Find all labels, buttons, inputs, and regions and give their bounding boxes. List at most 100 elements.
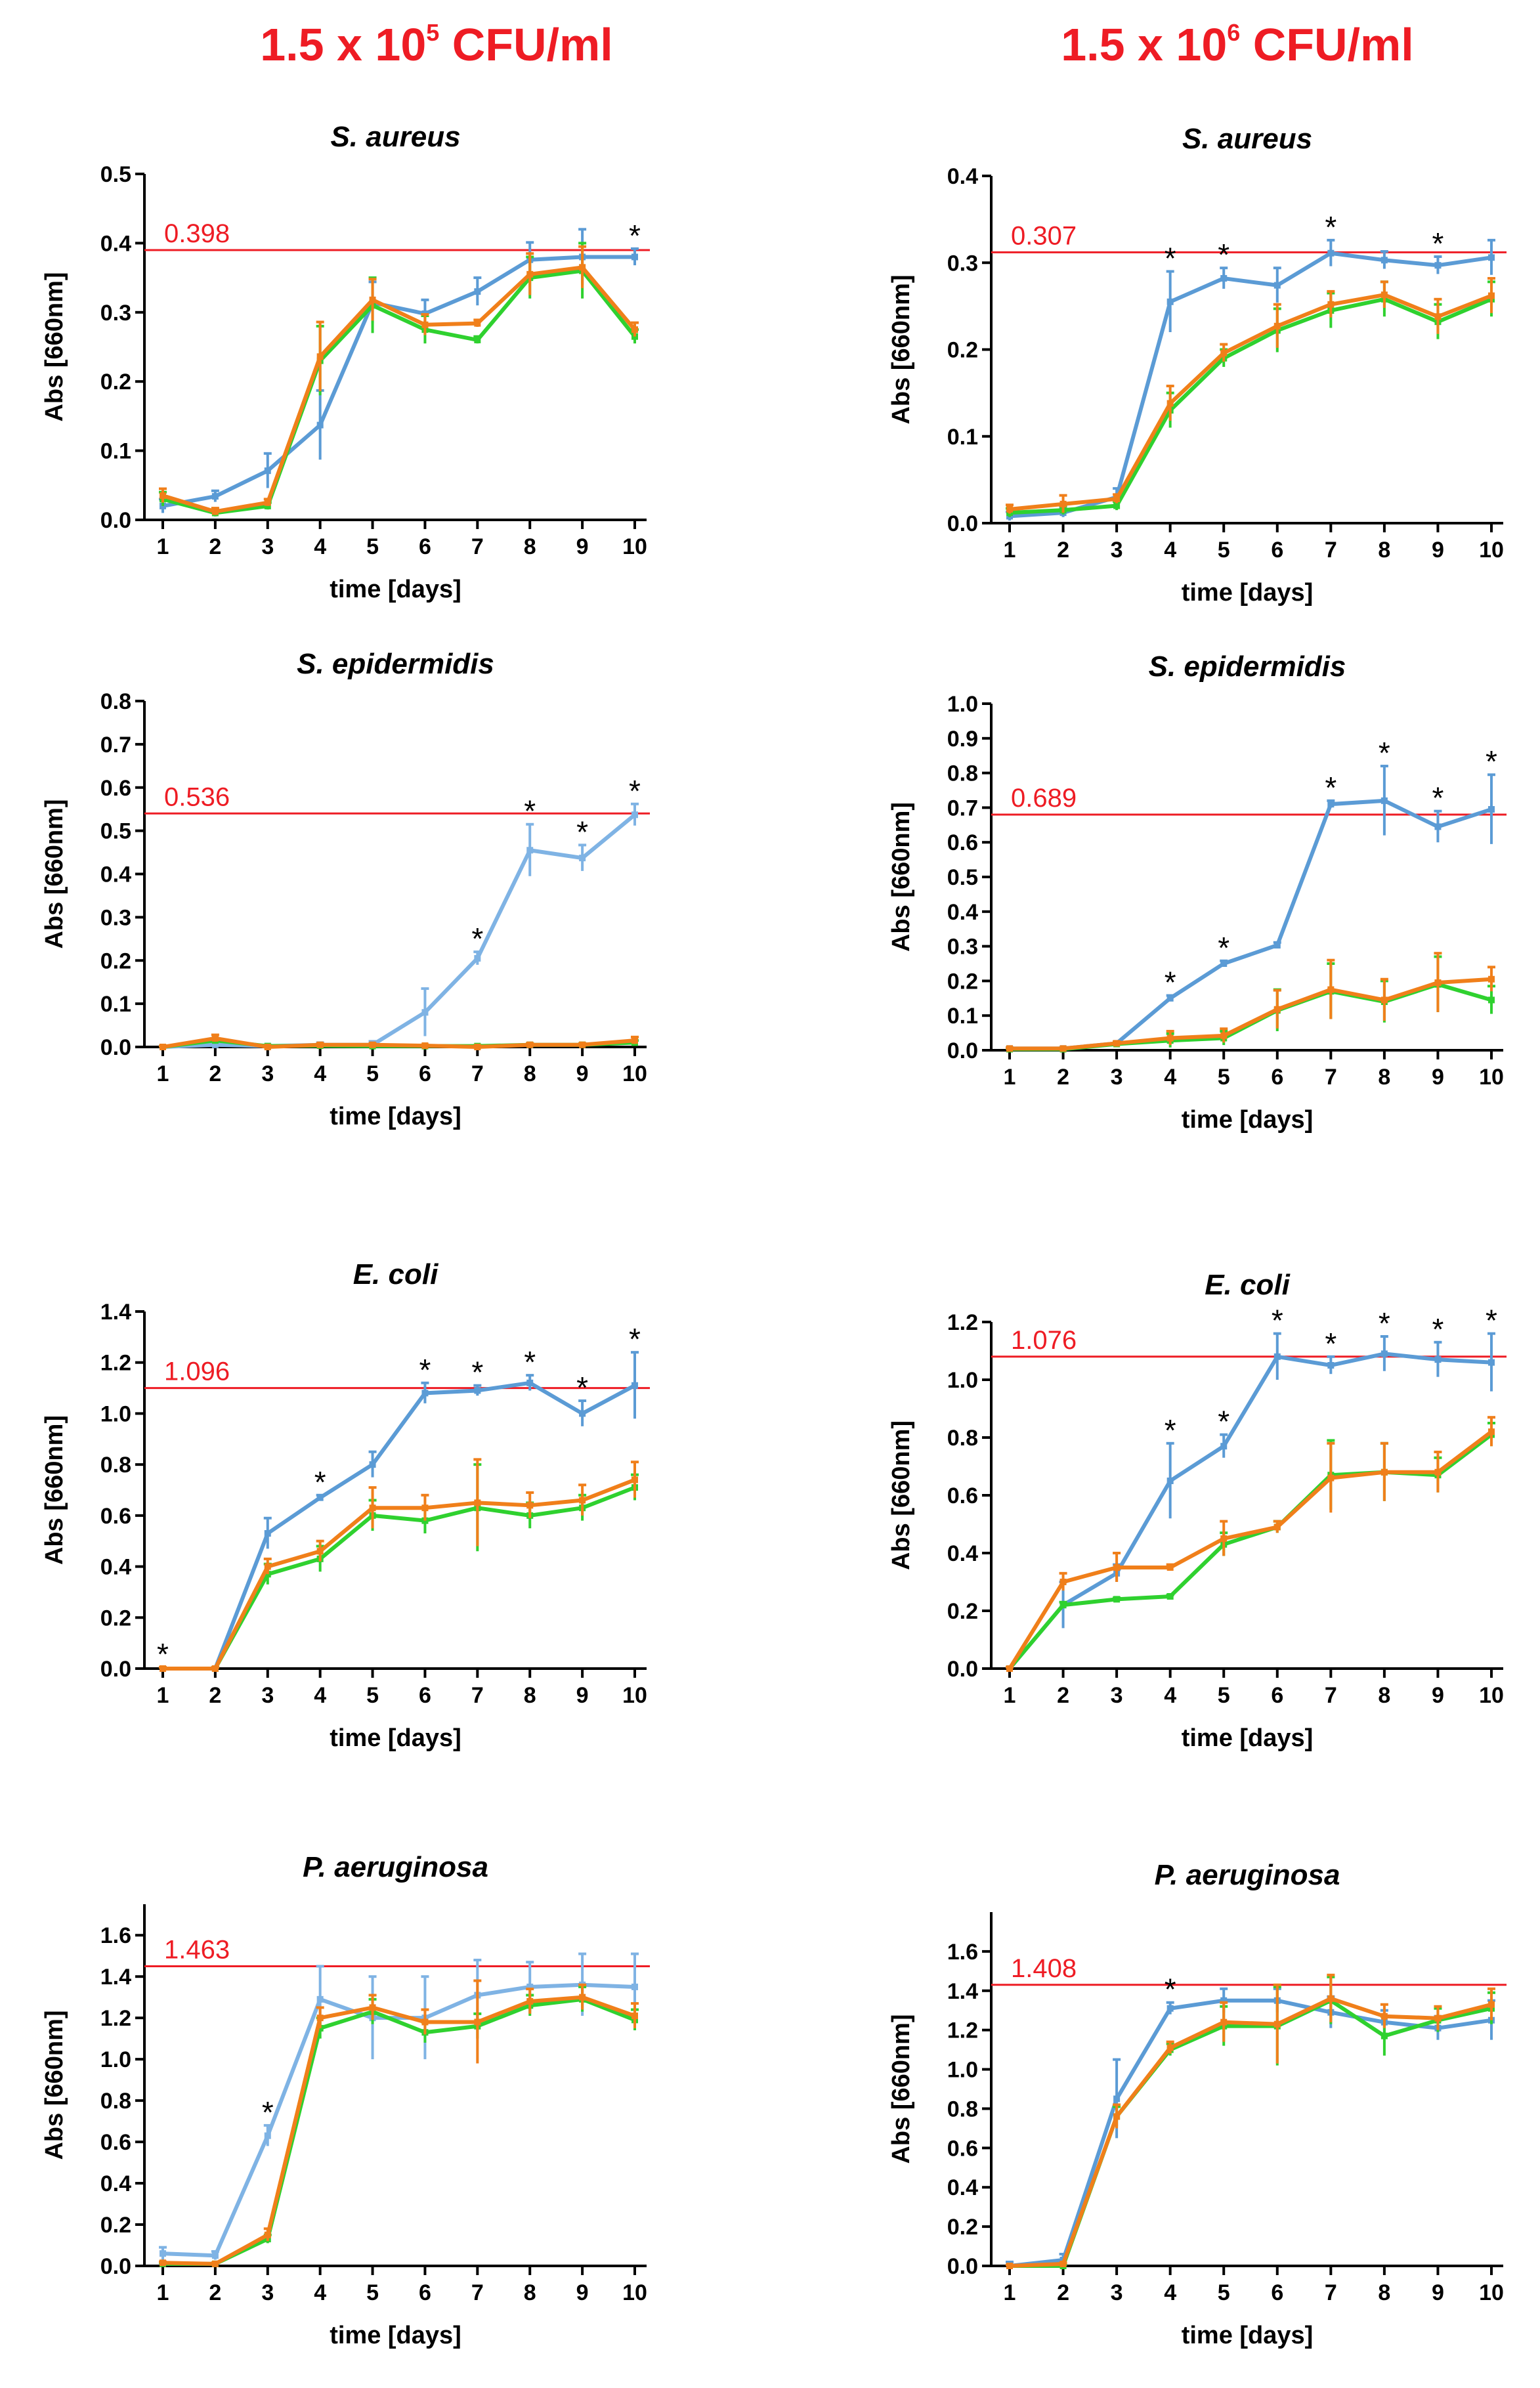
y-tick-label: 1.0 (100, 1401, 131, 1426)
x-tick-label: 1 (157, 2280, 169, 2305)
y-tick-label: 0.3 (947, 935, 978, 960)
x-tick-label: 3 (261, 1683, 274, 1708)
data-point (474, 336, 481, 343)
data-point (474, 1499, 481, 1506)
data-point (160, 1044, 166, 1050)
x-tick-label: 10 (1479, 1683, 1504, 1708)
x-axis-label: time [days] (1182, 2322, 1314, 2349)
significance-star: * (1432, 781, 1444, 815)
y-tick-label: 0.9 (947, 727, 978, 752)
y-tick-label: 0.0 (947, 1657, 978, 1682)
chart-title: S. epidermidis (297, 648, 494, 680)
data-point (1220, 2018, 1228, 2026)
y-tick-label: 1.2 (100, 2006, 131, 2031)
x-tick-label: 5 (366, 2280, 379, 2305)
y-tick-label: 0.5 (947, 865, 978, 890)
series-line (1008, 1433, 1493, 1670)
series-line (1009, 1998, 1492, 2268)
significance-star: * (1272, 1304, 1283, 1338)
data-point (579, 1041, 586, 1048)
data-point (474, 954, 481, 962)
data-point (264, 1563, 271, 1570)
x-tick-label: 1 (1004, 1683, 1016, 1708)
data-point (1273, 2020, 1281, 2028)
data-point (1166, 2044, 1174, 2051)
data-point (316, 1995, 324, 2003)
y-tick-label: 1.4 (100, 1965, 131, 1990)
data-point (1166, 1593, 1174, 1600)
data-point (474, 320, 481, 327)
data-point (631, 326, 638, 333)
data-point (316, 421, 324, 429)
data-point (1380, 2032, 1388, 2039)
x-tick-label: 2 (1057, 1683, 1069, 1708)
y-axis-label: Abs [660nm] (888, 2014, 915, 2164)
data-point (1059, 500, 1067, 507)
data-point (1059, 1045, 1067, 1052)
column-title-right: 1.5 x 106 CFU/ml (988, 18, 1487, 71)
data-point (1488, 975, 1495, 983)
x-tick-label: 3 (261, 1061, 274, 1086)
data-point (1434, 1356, 1442, 1363)
x-tick-label: 4 (1164, 538, 1176, 563)
series-green (1006, 280, 1495, 517)
x-axis-label: time [days] (330, 1103, 461, 1130)
data-point (1273, 282, 1281, 289)
y-tick-label: 0.2 (100, 2213, 131, 2238)
series-green (1006, 1422, 1495, 1672)
data-point (1220, 275, 1228, 282)
series-line (1010, 977, 1492, 1051)
significance-star: * (576, 1371, 588, 1405)
data-point (211, 1034, 219, 1042)
x-tick-label: 1 (157, 534, 169, 559)
chart-title: E. coli (1205, 1269, 1290, 1301)
data-point (1113, 502, 1121, 509)
data-point (160, 2250, 166, 2257)
x-tick-label: 5 (366, 534, 379, 559)
x-tick-label: 4 (314, 534, 326, 559)
column-title-base: 1.5 x 10 (260, 19, 427, 70)
y-tick-label: 0.2 (947, 338, 978, 363)
y-tick-label: 0.8 (947, 2097, 978, 2121)
x-tick-label: 2 (1057, 2280, 1069, 2305)
x-tick-label: 9 (1432, 1683, 1444, 1708)
x-tick-label: 9 (576, 1061, 589, 1086)
threshold-label: 0.689 (1011, 784, 1077, 813)
significance-star: * (1379, 1306, 1390, 1340)
y-tick-label: 1.0 (947, 1368, 978, 1393)
series-line (1010, 798, 1492, 1051)
y-tick-label: 0.0 (100, 1035, 131, 1060)
data-point (526, 1983, 534, 1990)
data-point (579, 1410, 586, 1417)
data-point (631, 1382, 638, 1389)
chart-title: S. aureus (1182, 123, 1312, 155)
chart-title: S. epidermidis (1149, 650, 1346, 683)
data-point (264, 499, 271, 506)
data-point (1220, 1997, 1228, 2004)
data-point (1273, 1006, 1281, 1013)
data-point (316, 1041, 324, 1048)
data-point (1059, 1579, 1067, 1585)
series-line (1010, 1998, 1492, 2268)
threshold-label: 1.408 (1011, 1954, 1077, 1983)
series-line (163, 1997, 636, 2266)
data-point (264, 1530, 271, 1537)
x-tick-label: 4 (314, 2280, 326, 2305)
x-tick-label: 8 (524, 2280, 536, 2305)
significance-star: * (1165, 241, 1176, 275)
x-tick-label: 7 (471, 1683, 484, 1708)
x-tick-label: 6 (1271, 1065, 1283, 1090)
y-tick-label: 0.6 (100, 2130, 131, 2155)
x-tick-label: 8 (1378, 538, 1390, 563)
x-tick-label: 9 (1432, 1065, 1444, 1090)
data-point (526, 1379, 534, 1386)
series-line (162, 255, 635, 508)
x-tick-label: 3 (1111, 538, 1123, 563)
data-point (211, 2260, 219, 2267)
x-tick-label: 4 (1164, 1683, 1176, 1708)
significance-star: * (1432, 226, 1444, 261)
data-point (264, 1044, 271, 1050)
x-tick-label: 2 (209, 534, 221, 559)
y-tick-label: 0.2 (947, 2215, 978, 2240)
significance-star: * (314, 1465, 326, 1499)
